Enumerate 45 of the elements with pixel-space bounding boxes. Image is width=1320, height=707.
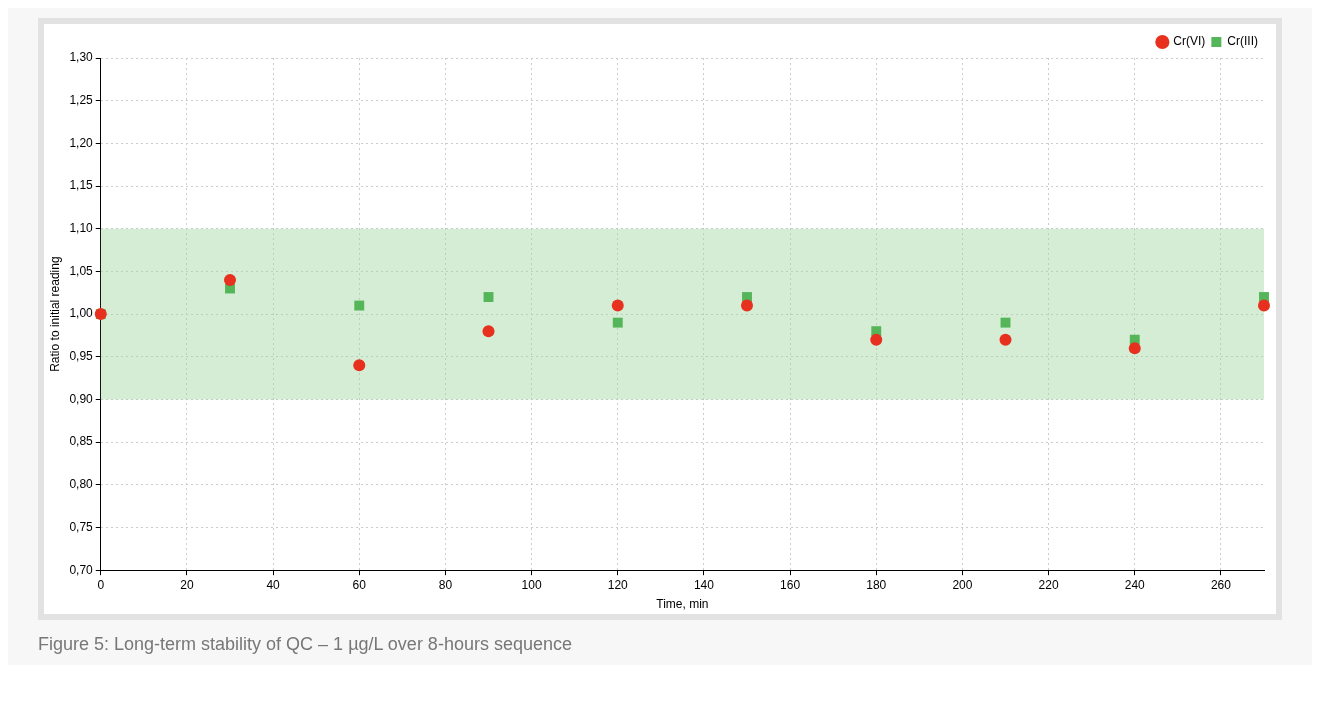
y-axis-title: Ratio to initial reading: [47, 256, 62, 372]
point: [1128, 342, 1141, 355]
x-axis-title: Time, min: [656, 597, 709, 612]
y-tick-label: 1,15: [69, 178, 94, 193]
x-tick-label: 240: [1124, 577, 1146, 592]
y-tick-label: 1,20: [69, 135, 94, 150]
x-tick-label: 180: [866, 577, 887, 592]
x-tick-label: 80: [438, 577, 453, 592]
x-tick-label: 0: [97, 577, 105, 592]
point: [612, 317, 623, 328]
point: [1000, 317, 1011, 328]
x-tick-label: 20: [180, 577, 194, 592]
x-tick-label: 160: [780, 577, 801, 592]
y-tick-label: 0,75: [69, 519, 94, 534]
point: [224, 273, 237, 286]
y-tick-label: 0,85: [69, 434, 94, 449]
legend-label: Cr(III): [1227, 34, 1258, 49]
point: [1258, 299, 1270, 312]
x-tick-label: 120: [607, 577, 629, 592]
y-tick-label: 1,10: [69, 221, 94, 236]
point: [999, 333, 1012, 346]
y-tick-label: 0,90: [69, 391, 94, 406]
y-tick-label: 1,00: [69, 306, 94, 321]
point: [741, 299, 753, 312]
x-tick-label: 220: [1038, 577, 1059, 592]
point: [611, 299, 624, 312]
caption: Figure 5: Long-term stability of QC – 1 µg/L over 8-hours sequence: [38, 634, 573, 655]
point: [482, 325, 495, 338]
x-tick-label: 140: [693, 577, 715, 592]
y-tick-label: 0,80: [69, 477, 94, 492]
point: [483, 292, 494, 302]
y-tick-label: 0,95: [69, 349, 94, 364]
x-tick-label: 260: [1210, 577, 1232, 592]
y-tick-label: 1,30: [69, 50, 94, 65]
point: [353, 359, 366, 372]
x-tick-label: 60: [352, 577, 367, 592]
y-tick-label: 1,25: [69, 93, 94, 107]
x-tick-label: 40: [266, 577, 281, 592]
y-tick-label: 1,05: [69, 263, 94, 278]
x-tick-label: 100: [521, 577, 542, 592]
x-tick-label: 200: [952, 577, 973, 592]
point: [870, 333, 883, 346]
y-tick-label: 0,70: [69, 562, 94, 577]
point: [354, 300, 365, 311]
legend-label: Cr(VI): [1173, 34, 1206, 49]
